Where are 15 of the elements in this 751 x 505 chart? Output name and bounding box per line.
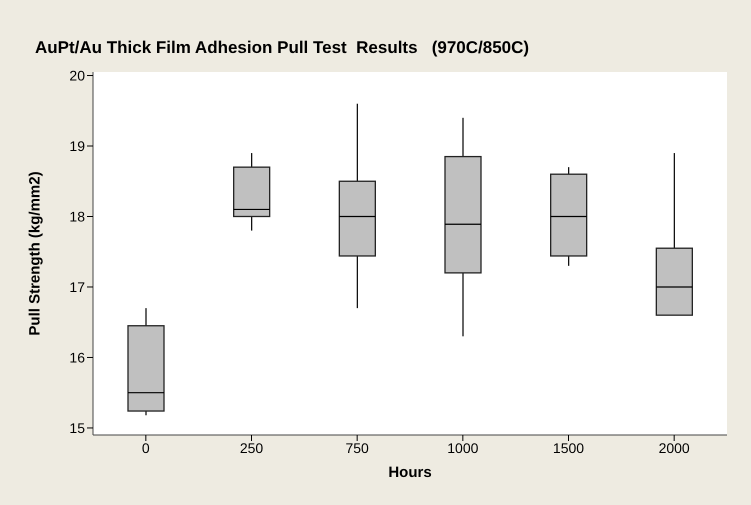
x-tick-label: 0 [142,440,150,456]
x-tick-label: 750 [345,440,370,456]
y-tick-label: 15 [69,420,86,436]
x-tick-label: 2000 [658,440,690,456]
y-axis-title: Pull Strength (kg/mm2) [26,171,44,336]
x-axis-title: Hours [388,464,432,481]
x-tick-label: 250 [240,440,264,456]
y-tick-label: 17 [69,278,86,295]
x-tick-label: 1500 [552,440,584,456]
y-tick-label: 16 [69,349,86,366]
x-tick-label: 1000 [447,440,479,456]
y-tick-label: 20 [69,67,86,84]
y-tick-label: 19 [69,138,86,154]
y-tick-label: 18 [69,208,86,224]
chart-title: AuPt/Au Thick Film Adhesion Pull Test Results (970C/850C) [35,38,530,58]
